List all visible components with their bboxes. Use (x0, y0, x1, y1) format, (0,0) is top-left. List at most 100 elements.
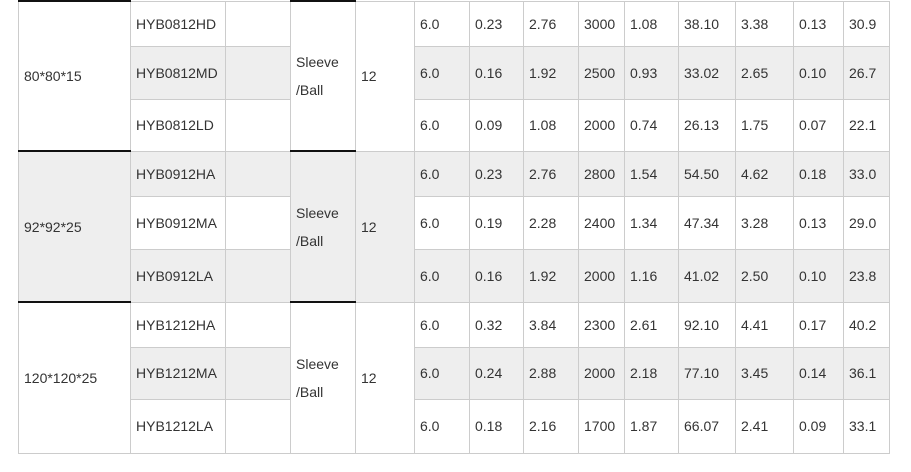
table-row: HYB1212MA 6.0 0.24 2.88 2000 2.18 77.10 3.45 0.1… (19, 346, 890, 400)
value-cell: 1.08 (624, 0, 679, 47)
value-cell: 3.45 (735, 346, 794, 400)
value-cell: 66.07 (678, 398, 736, 454)
blank-cell (225, 346, 291, 400)
value-cell: 0.16 (469, 45, 524, 100)
blank-cell (225, 98, 291, 152)
value-cell: 3.28 (735, 195, 794, 250)
value-cell: 0.19 (469, 195, 524, 250)
value-cell: 2.65 (735, 45, 794, 100)
value-cell: 1.75 (735, 98, 794, 152)
value-cell: 0.10 (793, 45, 844, 100)
value-cell: 1.16 (624, 248, 679, 303)
table-body: 80*80*15 HYB0812HD Sleeve/Ball 12 6.0 0.23 2.7… (18, 0, 890, 454)
value-cell: 3000 (578, 0, 625, 47)
value-cell: 2.61 (624, 301, 679, 348)
size-cell: 120*120*25 (18, 301, 131, 454)
value-cell: 47.34 (678, 195, 736, 250)
voltage-cell: 12 (355, 0, 415, 152)
value-cell: 2800 (578, 150, 625, 197)
blank-cell (225, 0, 291, 47)
value-cell: 0.32 (469, 301, 524, 348)
value-cell: 26.7 (843, 45, 890, 100)
value-cell: 0.24 (469, 346, 524, 400)
value-cell: 0.07 (793, 98, 844, 152)
value-cell: 6.0 (414, 195, 470, 250)
model-cell: HYB0912MA (130, 195, 226, 250)
blank-cell (225, 301, 291, 348)
value-cell: 36.1 (843, 346, 890, 400)
value-cell: 40.2 (843, 301, 890, 348)
value-cell: 0.14 (793, 346, 844, 400)
value-cell: 38.10 (678, 0, 736, 47)
value-cell: 2.28 (523, 195, 579, 250)
value-cell: 0.93 (624, 45, 679, 100)
blank-cell (225, 195, 291, 250)
table-row: HYB0812LD 6.0 0.09 1.08 2000 0.74 26.13 1.75 0.0… (19, 98, 890, 152)
table-row: 120*120*25 HYB1212HA Sleeve/Ball 12 6.0 0.32 3… (18, 301, 890, 454)
fan-spec-table: 80*80*15 HYB0812HD Sleeve/Ball 12 6.0 0.23 2.7… (18, 0, 890, 454)
value-cell: 2400 (578, 195, 625, 250)
value-cell: 33.02 (678, 45, 736, 100)
value-cell: 3.38 (735, 0, 794, 47)
value-cell: 0.09 (469, 98, 524, 152)
bearing-line: Sleeve (296, 54, 339, 70)
value-cell: 0.23 (469, 150, 524, 197)
bearing-cell: Sleeve/Ball (290, 150, 356, 303)
value-cell: 33.0 (843, 150, 890, 197)
model-cell: HYB0812MD (130, 45, 226, 100)
value-cell: 6.0 (414, 45, 470, 100)
value-cell: 0.16 (469, 248, 524, 303)
table-row: 80*80*15 HYB0812HD Sleeve/Ball 12 6.0 0.23 2.7… (18, 0, 890, 152)
value-cell: 2.41 (735, 398, 794, 454)
value-cell: 6.0 (414, 301, 470, 348)
value-cell: 6.0 (414, 398, 470, 454)
value-cell: 1700 (578, 398, 625, 454)
value-cell: 0.13 (793, 195, 844, 250)
value-cell: 1.08 (523, 98, 579, 152)
model-cell: HYB1212HA (130, 301, 226, 348)
value-cell: 6.0 (414, 150, 470, 197)
model-cell: HYB0812HD (130, 0, 226, 47)
value-cell: 3.84 (523, 301, 579, 348)
bearing-line: /Ball (296, 232, 324, 249)
blank-cell (225, 248, 291, 303)
table-row: HYB1212LA 6.0 0.18 2.16 1700 1.87 66.07 2.41 0.0… (19, 398, 890, 454)
value-cell: 0.17 (793, 301, 844, 348)
value-cell: 41.02 (678, 248, 736, 303)
value-cell: 4.41 (735, 301, 794, 348)
value-cell: 26.13 (678, 98, 736, 152)
voltage-cell: 12 (355, 301, 415, 454)
voltage-cell: 12 (355, 150, 415, 303)
value-cell: 92.10 (678, 301, 736, 348)
bearing-line: Sleeve (296, 204, 339, 221)
value-cell: 2000 (578, 98, 625, 152)
value-cell: 6.0 (414, 98, 470, 152)
table-row: HYB0812MD 6.0 0.16 1.92 2500 0.93 33.02 2.65 0.1… (19, 45, 890, 100)
bearing-cell: Sleeve/Ball (290, 0, 356, 152)
value-cell: 2.88 (523, 346, 579, 400)
value-cell: 2000 (578, 346, 625, 400)
blank-cell (225, 45, 291, 100)
value-cell: 33.1 (843, 398, 890, 454)
bearing-line: /Ball (296, 82, 324, 98)
value-cell: 2.16 (523, 398, 579, 454)
value-cell: 0.09 (793, 398, 844, 454)
value-cell: 23.8 (843, 248, 890, 303)
model-cell: HYB0812LD (130, 98, 226, 152)
bearing-line: /Ball (296, 383, 324, 400)
value-cell: 22.1 (843, 98, 890, 152)
bearing-cell: Sleeve/Ball (290, 301, 356, 454)
value-cell: 2.76 (523, 0, 579, 47)
value-cell: 1.92 (523, 45, 579, 100)
value-cell: 0.13 (793, 0, 844, 47)
value-cell: 30.9 (843, 0, 890, 47)
value-cell: 1.34 (624, 195, 679, 250)
value-cell: 4.62 (735, 150, 794, 197)
size-cell: 92*92*25 (18, 150, 131, 303)
table-row: HYB0912LA 6.0 0.16 1.92 2000 1.16 41.02 2.50 0.1… (19, 248, 890, 303)
value-cell: 2000 (578, 248, 625, 303)
value-cell: 6.0 (414, 346, 470, 400)
value-cell: 0.18 (793, 150, 844, 197)
value-cell: 1.54 (624, 150, 679, 197)
value-cell: 2.76 (523, 150, 579, 197)
